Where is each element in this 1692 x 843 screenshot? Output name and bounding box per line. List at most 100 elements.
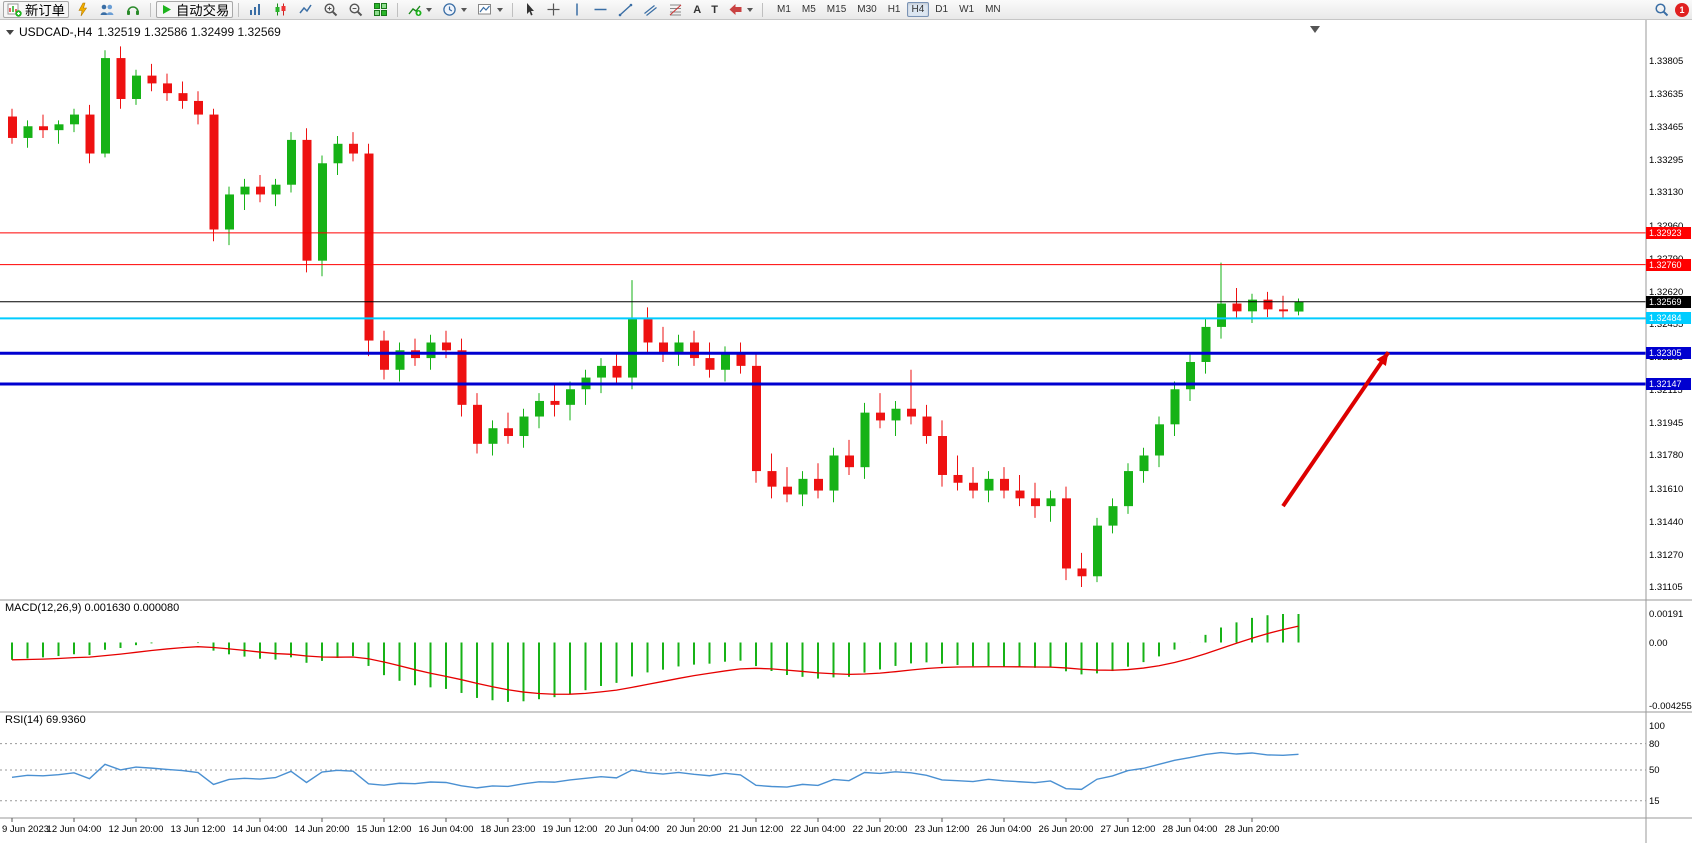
time-axis-label: 26 Jun 04:00	[976, 824, 1032, 835]
rsi-axis-tick: 50	[1649, 765, 1660, 776]
time-axis-label: 28 Jun 04:00	[1162, 824, 1218, 835]
zoom-out-button[interactable]	[344, 1, 367, 18]
dropdown-caret-icon	[746, 7, 753, 12]
new-order-icon	[7, 2, 22, 17]
text-icon: A	[693, 3, 702, 16]
timeframe-h4[interactable]: H4	[906, 2, 930, 17]
timeframe-h1[interactable]: H1	[887, 4, 901, 15]
equidistant-channel-tool-button[interactable]	[639, 1, 662, 18]
crosshair-tool-button[interactable]	[542, 1, 565, 18]
price-axis-tick: 1.31105	[1649, 581, 1683, 593]
dropdown-caret-icon	[497, 7, 504, 12]
price-axis-tick: 1.31270	[1649, 549, 1684, 561]
community-button[interactable]	[121, 1, 145, 18]
toolbar-separator	[761, 2, 763, 17]
text-tool-button[interactable]: A	[689, 1, 705, 18]
time-axis-label: 21 Jun 12:00	[728, 824, 784, 835]
cursor-tool-button[interactable]	[518, 1, 540, 18]
crosshair-icon	[546, 2, 561, 17]
chart-title: USDCAD-,H4 1.32519 1.32586 1.32499 1.325…	[6, 25, 281, 39]
timeframe-w1[interactable]: W1	[959, 4, 975, 15]
rsi-label: RSI(14) 69.9360	[5, 714, 86, 726]
price-axis-tick: 1.32620	[1649, 286, 1684, 298]
ohlc-values: 1.32519 1.32586 1.32499 1.32569	[97, 25, 281, 39]
main-toolbar: 新订单 自动交易	[0, 0, 1692, 20]
period-clock-button[interactable]	[438, 1, 471, 18]
price-axis-tick: 1.31945	[1649, 418, 1684, 430]
search-button[interactable]	[1650, 1, 1673, 18]
price-scale[interactable]: 1.33805 1.33635 1.33465 1.33295 1.33130 1.329…	[1646, 20, 1692, 843]
time-scale[interactable]: 9 Jun 2023 12 Jun 04:00 12 Jun 20:00 13 Jun…	[0, 818, 1646, 843]
time-axis-label: 15 Jun 12:00	[356, 824, 412, 835]
timeframe-mn[interactable]: MN	[985, 4, 1001, 15]
timeframe-m1[interactable]: M1	[776, 4, 791, 15]
fibonacci-tool-button[interactable]	[664, 1, 687, 18]
zoom-out-icon	[348, 2, 363, 17]
time-axis-label: 16 Jun 04:00	[418, 824, 474, 835]
lightning-button[interactable]	[71, 1, 93, 18]
vertical-line-icon	[571, 2, 583, 17]
time-axis-label: 26 Jun 20:00	[1038, 824, 1094, 835]
templates-button[interactable]	[473, 1, 507, 18]
dropdown-caret-icon	[426, 7, 433, 12]
templates-icon	[477, 2, 493, 17]
line-chart-icon	[298, 2, 313, 17]
price-axis-tick: 1.31780	[1649, 450, 1684, 462]
profiles-icon	[99, 2, 115, 17]
time-axis-label: 9 Jun 2023	[2, 824, 50, 835]
fibonacci-icon	[668, 2, 683, 17]
trendline-tool-button[interactable]	[614, 1, 637, 18]
add-indicator-icon	[407, 2, 422, 17]
price-axis-tick: 1.32115	[1649, 385, 1683, 397]
price-level-tag: 1.32147	[1646, 377, 1691, 390]
tile-windows-icon	[373, 2, 388, 17]
timeframe-toolbar: M1 M5 M15 M30 H1 H4 D1 W1 MN	[772, 2, 1006, 17]
timeframe-m30[interactable]: M30	[857, 4, 877, 15]
bar-chart-icon	[248, 2, 263, 17]
autotrading-button[interactable]: 自动交易	[155, 1, 234, 18]
price-axis-tick: 1.33130	[1649, 187, 1684, 199]
cursor-icon	[522, 2, 536, 17]
horizontal-line-tool-button[interactable]	[589, 1, 612, 18]
zoom-in-button[interactable]	[319, 1, 342, 18]
candlestick-chart-button[interactable]	[269, 1, 292, 18]
timeframe-m5[interactable]: M5	[801, 4, 816, 15]
macd-axis-tick: 0.00	[1649, 637, 1668, 649]
time-axis-label: 12 Jun 04:00	[46, 824, 102, 835]
price-axis-tick: 1.32455	[1649, 318, 1684, 330]
time-axis-label: 22 Jun 20:00	[852, 824, 908, 835]
label-icon: T	[711, 3, 718, 16]
rsi-axis-tick: 100	[1649, 721, 1665, 732]
time-axis-label: 14 Jun 20:00	[294, 824, 350, 835]
line-chart-button[interactable]	[294, 1, 317, 18]
lightning-icon	[75, 2, 89, 17]
time-axis-label: 23 Jun 12:00	[914, 824, 970, 835]
arrow-shapes-icon	[728, 2, 743, 17]
time-axis-label: 14 Jun 04:00	[232, 824, 288, 835]
candlestick-icon	[273, 2, 288, 17]
symbol-dropdown-icon[interactable]	[6, 29, 14, 35]
new-order-label: 新订单	[25, 3, 65, 18]
time-axis-label: 12 Jun 20:00	[108, 824, 164, 835]
toolbar-separator	[149, 2, 151, 17]
timeframe-m15[interactable]: M15	[826, 4, 847, 15]
time-axis-label: 20 Jun 20:00	[666, 824, 722, 835]
add-indicator-button[interactable]	[403, 1, 436, 18]
profiles-button[interactable]	[95, 1, 119, 18]
price-axis-tick: 1.31440	[1649, 516, 1684, 528]
label-tool-button[interactable]: T	[707, 1, 722, 18]
zoom-in-icon	[323, 2, 338, 17]
macd-label: MACD(12,26,9) 0.001630 0.000080	[5, 602, 180, 614]
price-axis-tick: 1.32960	[1649, 221, 1683, 232]
price-chart-canvas[interactable]	[0, 20, 1692, 843]
vertical-line-tool-button[interactable]	[567, 1, 587, 18]
timeframe-d1[interactable]: D1	[935, 4, 949, 15]
new-order-button[interactable]: 新订单	[3, 1, 69, 18]
price-axis-tick: 1.33805	[1649, 56, 1684, 67]
arrow-shapes-button[interactable]	[724, 1, 757, 18]
notification-badge[interactable]: 1	[1675, 2, 1689, 17]
price-axis-tick: 1.33465	[1649, 122, 1684, 134]
bar-chart-button[interactable]	[244, 1, 267, 18]
tile-windows-button[interactable]	[369, 1, 392, 18]
time-axis-label: 20 Jun 04:00	[604, 824, 660, 835]
